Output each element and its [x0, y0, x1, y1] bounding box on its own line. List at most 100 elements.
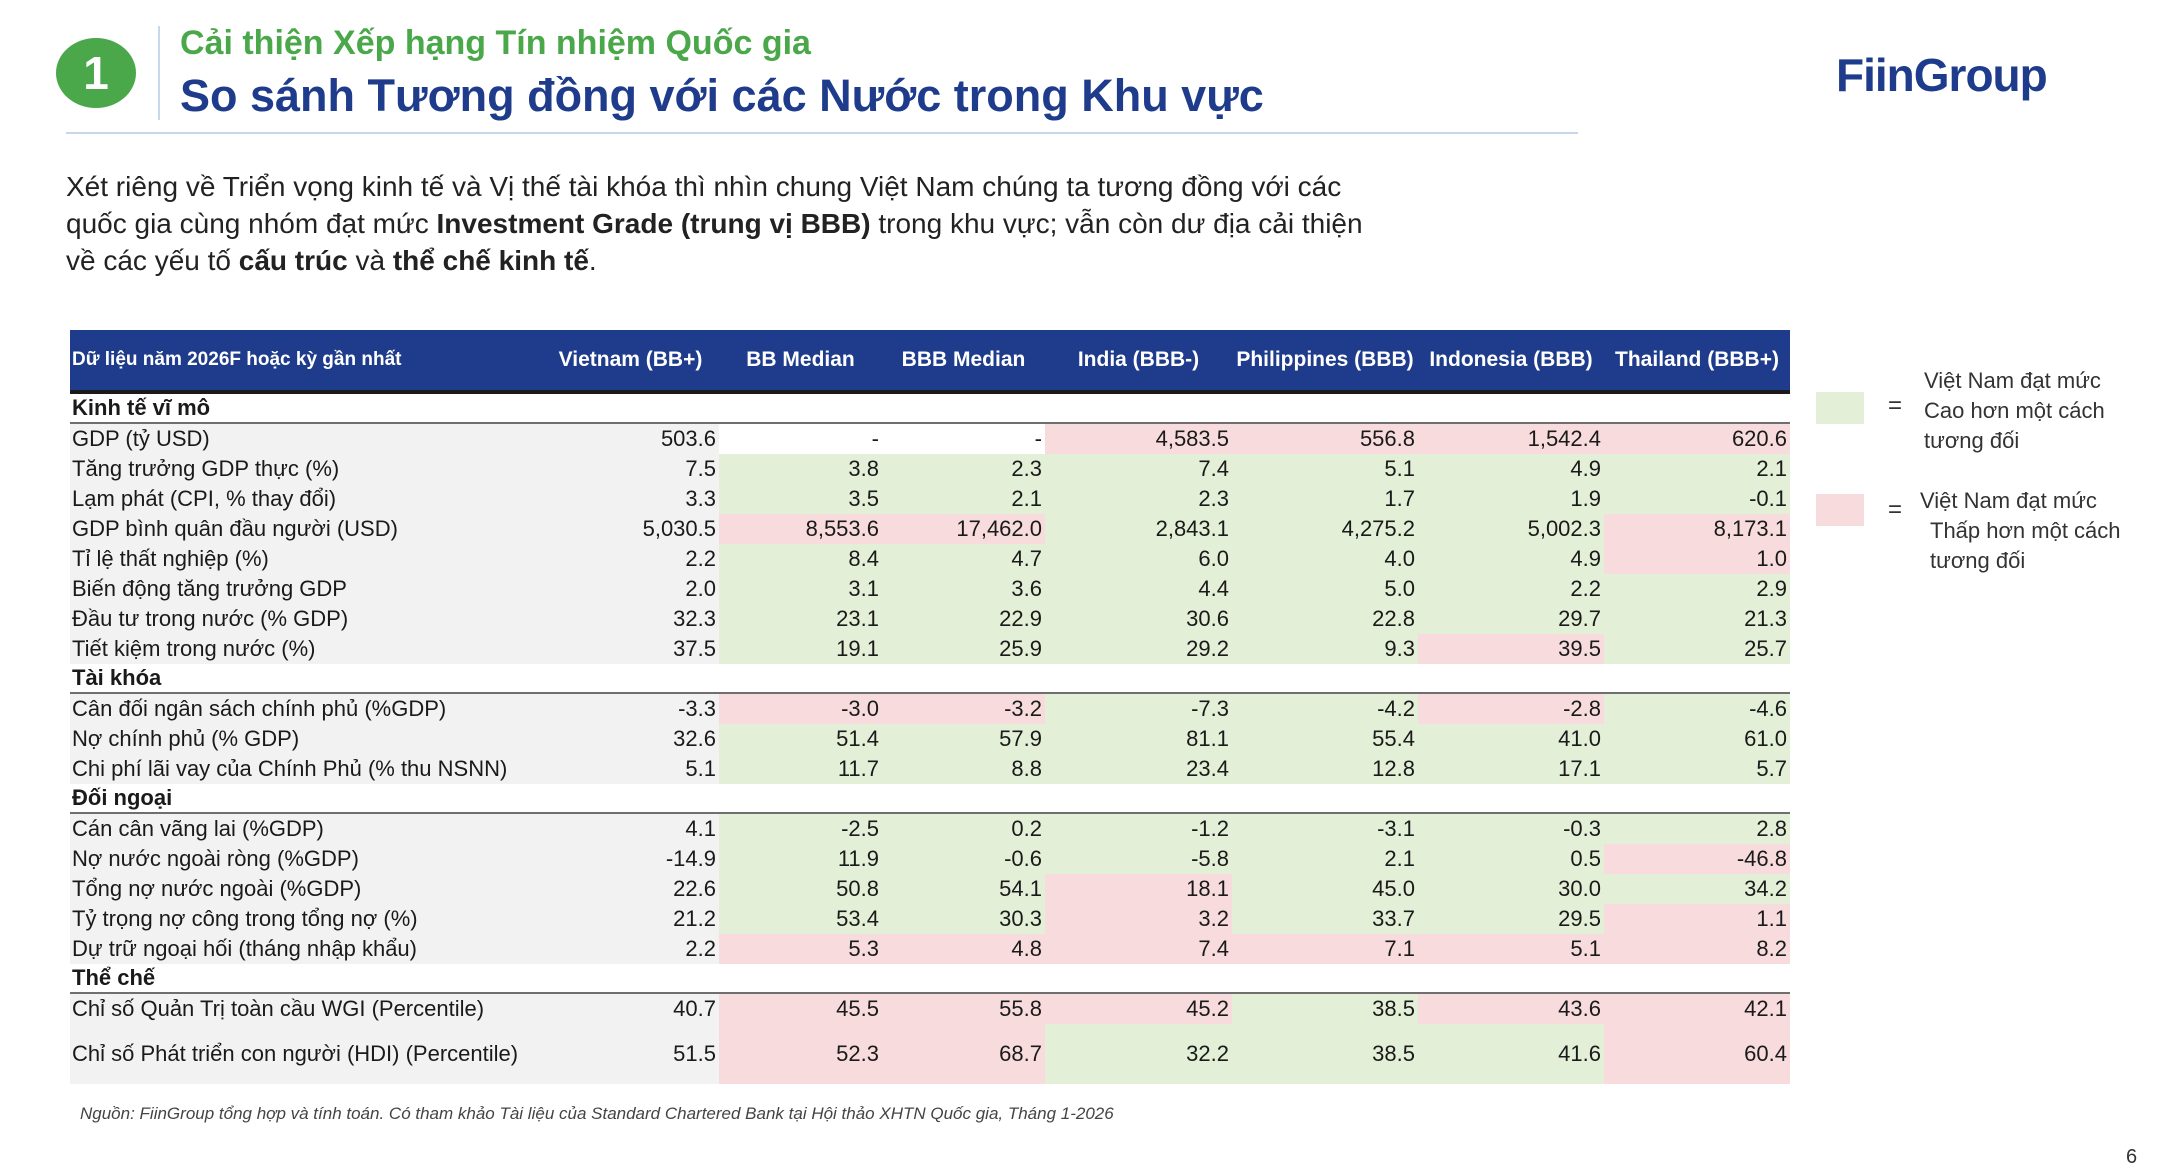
value-cell: 38.5 — [1232, 1024, 1418, 1084]
value-cell: 29.7 — [1418, 604, 1604, 634]
table-row: Nợ chính phủ (% GDP) 32.6 51.4 57.9 81.1 55.4… — [70, 724, 1790, 754]
header-cell: Philippines (BBB) — [1232, 330, 1418, 394]
vietnam-value-cell: -14.9 — [542, 844, 719, 874]
value-cell: 2.3 — [1045, 484, 1232, 514]
row-label: Biến động tăng trưởng GDP — [70, 574, 542, 604]
legend-line: tương đối — [1924, 428, 2020, 453]
value-cell: 2.9 — [1604, 574, 1790, 604]
vietnam-value-cell: 37.5 — [542, 634, 719, 664]
value-cell: 9.3 — [1232, 634, 1418, 664]
value-cell: 0.2 — [882, 813, 1045, 844]
vietnam-value-cell: 32.6 — [542, 724, 719, 754]
value-cell: 30.0 — [1418, 874, 1604, 904]
table-row: Lạm phát (CPI, % thay đổi) 3.3 3.5 2.1 2.3 1.… — [70, 484, 1790, 514]
section-subtitle: Cải thiện Xếp hạng Tín nhiệm Quốc gia — [180, 24, 811, 62]
value-cell: 8,553.6 — [719, 514, 882, 544]
table-row: Tỉ lệ thất nghiệp (%) 2.2 8.4 4.7 6.0 4.0 4.9 1… — [70, 544, 1790, 574]
value-cell: 2.3 — [882, 454, 1045, 484]
value-cell: 30.3 — [882, 904, 1045, 934]
legend-green-swatch — [1816, 392, 1864, 424]
table-row: Cân đối ngân sách chính phủ (%GDP) -3.3 -3… — [70, 693, 1790, 724]
vietnam-value-cell: 32.3 — [542, 604, 719, 634]
value-cell: 5.0 — [1232, 574, 1418, 604]
table-row: Biến động tăng trưởng GDP 2.0 3.1 3.6 4.4 5.0… — [70, 574, 1790, 604]
value-cell: 34.2 — [1604, 874, 1790, 904]
value-cell: 4.7 — [882, 544, 1045, 574]
intro-paragraph: Xét riêng về Triển vọng kinh tế và Vị th… — [66, 168, 1386, 279]
value-cell: 1,542.4 — [1418, 423, 1604, 454]
value-cell: 4.4 — [1045, 574, 1232, 604]
value-cell: 33.7 — [1232, 904, 1418, 934]
table-row: Đầu tư trong nước (% GDP) 32.3 23.1 22.9 30.… — [70, 604, 1790, 634]
section-row: Kinh tế vĩ mô — [70, 392, 1790, 424]
legend-line: Cao hơn một cách — [1924, 398, 2105, 423]
table-row: Tỷ trọng nợ công trong tổng nợ (%) 21.2 53… — [70, 904, 1790, 934]
fiingroup-logo: FiinGroup — [1836, 49, 2048, 101]
value-cell: 29.5 — [1418, 904, 1604, 934]
vietnam-value-cell: 4.1 — [542, 813, 719, 844]
value-cell: 11.9 — [719, 844, 882, 874]
value-cell: 4.9 — [1418, 454, 1604, 484]
value-cell: 1.7 — [1232, 484, 1418, 514]
row-label: Đầu tư trong nước (% GDP) — [70, 604, 542, 634]
value-cell: 18.1 — [1045, 874, 1232, 904]
value-cell: 23.1 — [719, 604, 882, 634]
value-cell: 52.3 — [719, 1024, 882, 1084]
table-row: Tiết kiệm trong nước (%) 37.5 19.1 25.9 29.2… — [70, 634, 1790, 664]
value-cell: 4.0 — [1232, 544, 1418, 574]
row-label: Cán cân vãng lai (%GDP) — [70, 813, 542, 844]
table-row: Nợ nước ngoài ròng (%GDP) -14.9 11.9 -0.6 -5… — [70, 844, 1790, 874]
value-cell: 2.1 — [882, 484, 1045, 514]
row-label: GDP bình quân đầu người (USD) — [70, 514, 542, 544]
value-cell: 5,002.3 — [1418, 514, 1604, 544]
value-cell: 3.5 — [719, 484, 882, 514]
section-row: Đối ngoại — [70, 784, 1790, 814]
value-cell: 41.6 — [1418, 1024, 1604, 1084]
legend-red-swatch — [1816, 494, 1864, 526]
table-row: GDP bình quân đầu người (USD) 5,030.5 8,55… — [70, 514, 1790, 544]
value-cell: 23.4 — [1045, 754, 1232, 784]
value-cell: 50.8 — [719, 874, 882, 904]
value-cell: 60.4 — [1604, 1024, 1790, 1084]
row-label: Tỉ lệ thất nghiệp (%) — [70, 544, 542, 574]
value-cell: -2.8 — [1418, 693, 1604, 724]
table-row: GDP (tỷ USD) 503.6- -4,583.5 556.8 1,542.4 62… — [70, 423, 1790, 454]
row-label: Nợ nước ngoài ròng (%GDP) — [70, 844, 542, 874]
vietnam-value-cell: 3.3 — [542, 484, 719, 514]
value-cell: -3.2 — [882, 693, 1045, 724]
row-label: Chỉ số Quản Trị toàn cầu WGI (Percentile… — [70, 993, 542, 1024]
value-cell: 41.0 — [1418, 724, 1604, 754]
value-cell: 7.4 — [1045, 454, 1232, 484]
value-cell: 25.7 — [1604, 634, 1790, 664]
value-cell: 4,583.5 — [1045, 423, 1232, 454]
value-cell: 5.3 — [719, 934, 882, 964]
table-row: Dự trữ ngoại hối (tháng nhập khẩu) 2.2 5.3… — [70, 934, 1790, 964]
row-label: Chi phí lãi vay của Chính Phủ (% thu NSN… — [70, 754, 542, 784]
value-cell: 556.8 — [1232, 423, 1418, 454]
value-cell: 5.7 — [1604, 754, 1790, 784]
value-cell: -46.8 — [1604, 844, 1790, 874]
table-row: Tăng trưởng GDP thực (%) 7.5 3.8 2.3 7.4 5.1 4… — [70, 454, 1790, 484]
comparison-table: Dữ liệu năm 2026F hoặc kỳ gần nhất Vietn… — [70, 330, 1790, 1084]
section-title: Thể chế — [70, 964, 1790, 994]
value-cell: - — [871, 426, 879, 451]
value-cell: 68.7 — [882, 1024, 1045, 1084]
value-cell: -4.6 — [1604, 693, 1790, 724]
value-cell: 8.4 — [719, 544, 882, 574]
value-cell: 45.5 — [719, 993, 882, 1024]
value-cell: -7.3 — [1045, 693, 1232, 724]
intro-text-2: trong khu vực; vẫn còn dư địa cải thiện … — [66, 208, 1363, 276]
value-cell: 53.4 — [719, 904, 882, 934]
vietnam-value-cell: 5,030.5 — [542, 514, 719, 544]
vietnam-value-cell: 40.7 — [542, 993, 719, 1024]
table-row: Chỉ số Quản Trị toàn cầu WGI (Percentile… — [70, 993, 1790, 1024]
legend-green-text: Việt Nam đạt mức Cao hơn một cách tương … — [1924, 366, 2105, 456]
value-cell: 45.0 — [1232, 874, 1418, 904]
value-cell: 54.1 — [882, 874, 1045, 904]
value-cell: -5.8 — [1045, 844, 1232, 874]
legend-line: tương đối — [1930, 548, 2026, 573]
value-cell: 39.5 — [1418, 634, 1604, 664]
value-cell: 21.3 — [1604, 604, 1790, 634]
section-row: Thể chế — [70, 964, 1790, 994]
value-cell: 1.1 — [1604, 904, 1790, 934]
